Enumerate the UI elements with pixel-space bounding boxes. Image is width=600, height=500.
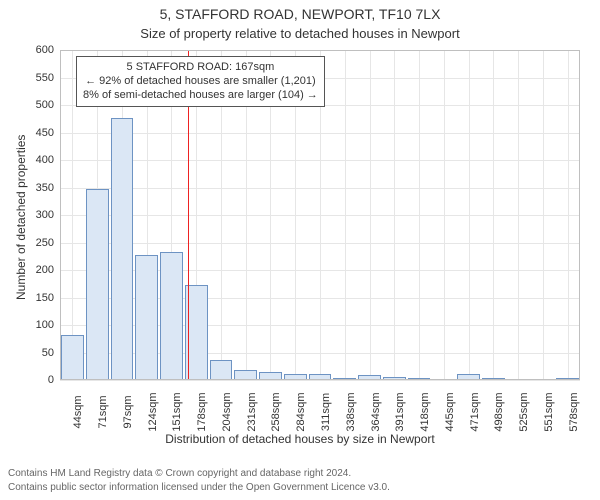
- histogram-bar: [457, 374, 480, 380]
- x-tick-label: 71sqm: [97, 395, 109, 428]
- y-tick-label: 250: [24, 237, 54, 249]
- x-tick-label: 178sqm: [196, 392, 208, 431]
- y-tick-label: 550: [24, 72, 54, 84]
- x-tick-label: 391sqm: [394, 392, 406, 431]
- histogram-bar: [234, 370, 257, 380]
- x-tick-label: 258sqm: [270, 392, 282, 431]
- histogram-bar: [383, 377, 406, 380]
- x-tick-label: 338sqm: [345, 392, 357, 431]
- page-subtitle: Size of property relative to detached ho…: [0, 26, 600, 41]
- x-tick-label: 231sqm: [246, 392, 258, 431]
- histogram-bar: [86, 189, 109, 380]
- x-tick-label: 578sqm: [568, 392, 580, 431]
- gridline-v: [419, 50, 420, 380]
- x-tick-label: 151sqm: [171, 392, 183, 431]
- histogram-bar: [111, 118, 134, 380]
- gridline-v: [543, 50, 544, 380]
- y-tick-label: 500: [24, 99, 54, 111]
- gridline-v: [72, 50, 73, 380]
- histogram-bar: [61, 335, 84, 380]
- x-tick-label: 525sqm: [518, 392, 530, 431]
- gridline-v: [469, 50, 470, 380]
- y-tick-label: 100: [24, 319, 54, 331]
- gridline-v: [518, 50, 519, 380]
- footnote-line-1: Contains HM Land Registry data © Crown c…: [8, 468, 351, 481]
- y-tick-label: 350: [24, 182, 54, 194]
- histogram-bar: [135, 255, 158, 380]
- x-tick-label: 124sqm: [147, 392, 159, 431]
- gridline-h: [60, 380, 580, 381]
- x-tick-label: 44sqm: [72, 395, 84, 428]
- x-tick-label: 445sqm: [444, 392, 456, 431]
- histogram-bar: [482, 378, 505, 380]
- y-tick-label: 200: [24, 264, 54, 276]
- histogram-bar: [284, 374, 307, 380]
- x-tick-label: 284sqm: [295, 392, 307, 431]
- gridline-v: [345, 50, 346, 380]
- x-tick-label: 364sqm: [370, 392, 382, 431]
- y-tick-label: 450: [24, 127, 54, 139]
- x-tick-label: 551sqm: [543, 392, 555, 431]
- x-tick-label: 311sqm: [320, 393, 332, 431]
- x-tick-label: 498sqm: [493, 392, 505, 431]
- y-tick-label: 600: [24, 44, 54, 56]
- y-tick-label: 400: [24, 154, 54, 166]
- histogram-bar: [309, 374, 332, 380]
- y-tick-label: 300: [24, 209, 54, 221]
- x-tick-label: 204sqm: [221, 392, 233, 431]
- histogram-bar: [160, 252, 183, 380]
- footnote-line-2: Contains public sector information licen…: [8, 482, 390, 495]
- annotation-line-3: 8% of semi-detached houses are larger (1…: [83, 89, 318, 103]
- x-tick-label: 97sqm: [122, 395, 134, 428]
- annotation-box: 5 STAFFORD ROAD: 167sqm ← 92% of detache…: [76, 56, 325, 107]
- gridline-v: [370, 50, 371, 380]
- histogram-bar: [333, 378, 356, 380]
- y-tick-label: 0: [24, 374, 54, 386]
- x-tick-label: 471sqm: [469, 392, 481, 431]
- annotation-line-2: ← 92% of detached houses are smaller (1,…: [83, 75, 318, 89]
- gridline-v: [493, 50, 494, 380]
- histogram-bar: [358, 375, 381, 380]
- x-axis-label: Distribution of detached houses by size …: [0, 432, 600, 446]
- histogram-bar: [556, 378, 579, 380]
- x-tick-label: 418sqm: [419, 392, 431, 431]
- chart-wrapper: 5, STAFFORD ROAD, NEWPORT, TF10 7LX Size…: [0, 0, 600, 500]
- histogram-bar: [210, 360, 233, 380]
- annotation-line-1: 5 STAFFORD ROAD: 167sqm: [83, 61, 318, 75]
- histogram-bar: [259, 372, 282, 380]
- page-title: 5, STAFFORD ROAD, NEWPORT, TF10 7LX: [0, 6, 600, 22]
- gridline-v: [394, 50, 395, 380]
- histogram-bar: [408, 378, 431, 380]
- y-tick-label: 150: [24, 292, 54, 304]
- y-tick-label: 50: [24, 347, 54, 359]
- gridline-v: [444, 50, 445, 380]
- gridline-v: [568, 50, 569, 380]
